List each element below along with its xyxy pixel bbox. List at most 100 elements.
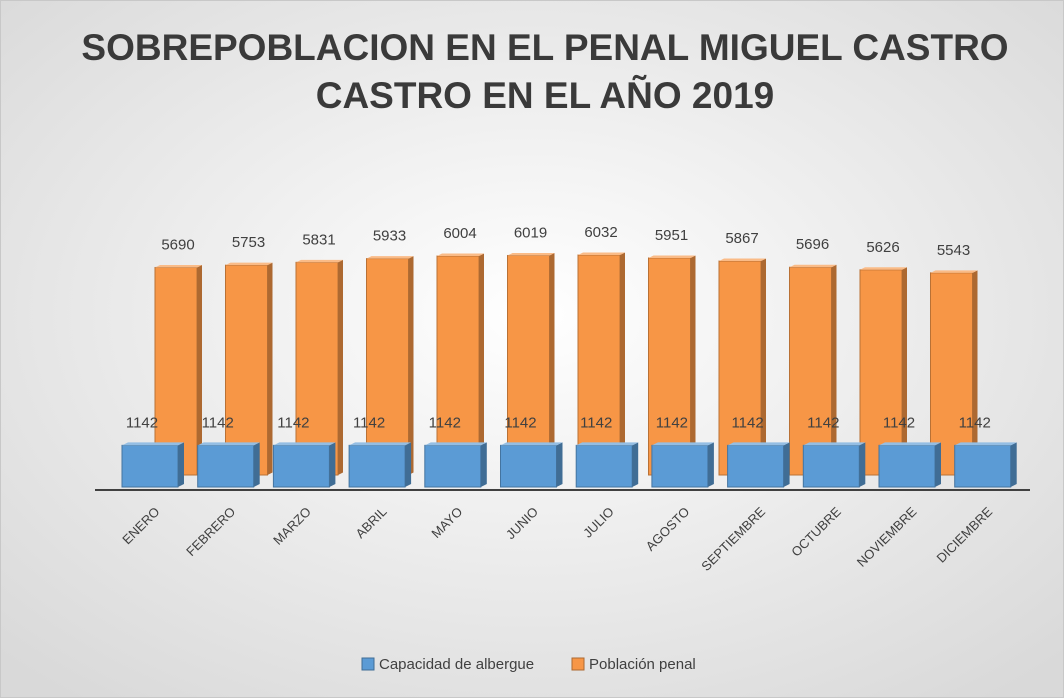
- bar-side: [253, 442, 260, 487]
- bar-side: [549, 252, 555, 475]
- bar: [424, 442, 487, 488]
- bar-top: [719, 258, 766, 262]
- bar-side: [935, 442, 941, 487]
- bar-side: [902, 267, 907, 475]
- data-label: 1142: [656, 414, 688, 431]
- bar-front: [348, 444, 406, 488]
- chart-title: SOBREPOBLACION EN EL PENAL MIGUEL CASTRO: [81, 27, 1008, 68]
- bar: [154, 264, 202, 476]
- bar-side: [479, 253, 484, 475]
- data-label: 1142: [959, 414, 991, 431]
- bar-side: [329, 442, 336, 487]
- bar: [789, 264, 837, 476]
- bar-side: [405, 442, 412, 487]
- bar: [930, 270, 978, 476]
- bar-top: [437, 253, 484, 257]
- bar: [366, 256, 414, 476]
- bar-front: [802, 444, 860, 488]
- bar-top: [576, 442, 639, 446]
- bar-front: [154, 266, 198, 476]
- bar: [954, 442, 1017, 488]
- bar-front: [930, 272, 973, 476]
- bar: [225, 262, 273, 476]
- data-label: 6019: [514, 224, 547, 241]
- bar-top: [122, 442, 184, 446]
- data-label: 1142: [807, 414, 839, 431]
- bar-side: [783, 442, 790, 487]
- bar-top: [296, 259, 343, 263]
- data-label: 1142: [883, 414, 915, 431]
- bar: [802, 442, 866, 488]
- bar-side: [178, 442, 184, 487]
- legend-label: Población penal: [589, 656, 696, 673]
- bar-top: [578, 252, 625, 255]
- data-label: 5626: [866, 239, 899, 256]
- bar-side: [972, 270, 978, 475]
- bar-side: [707, 442, 714, 487]
- bar: [507, 252, 555, 476]
- chart-title: CASTRO EN EL AÑO 2019: [316, 74, 775, 116]
- bar-front: [648, 257, 691, 476]
- legend-swatch: [361, 657, 375, 671]
- bar-front: [859, 269, 903, 476]
- data-label: 1142: [504, 414, 536, 431]
- bar: [577, 252, 625, 476]
- bar-front: [424, 444, 482, 488]
- bar-top: [727, 442, 790, 446]
- bar-top: [930, 270, 978, 273]
- data-label: 1142: [580, 414, 612, 431]
- bar-front: [197, 444, 255, 488]
- bar: [121, 442, 184, 488]
- data-label: 5933: [373, 228, 406, 245]
- bar-front: [436, 255, 480, 476]
- bar-side: [267, 262, 273, 475]
- bar-side: [197, 264, 202, 475]
- bar-top: [803, 442, 866, 446]
- bar-front: [718, 260, 762, 476]
- data-label: 5696: [796, 236, 829, 253]
- bar: [878, 442, 941, 488]
- back-row: [154, 252, 978, 476]
- bar: [859, 267, 907, 476]
- bar-top: [954, 442, 1017, 446]
- bar: [727, 442, 790, 488]
- bar-top: [789, 264, 837, 268]
- bar-top: [500, 442, 563, 446]
- bar-front: [651, 444, 709, 488]
- data-label: 1142: [277, 414, 309, 431]
- bar: [718, 258, 766, 476]
- bar-front: [121, 444, 179, 488]
- data-label: 1142: [202, 414, 234, 431]
- legend-label: Capacidad de albergue: [379, 656, 534, 673]
- bar-side: [690, 255, 696, 475]
- bar-side: [831, 264, 837, 475]
- bar-top: [651, 442, 714, 446]
- bar: [272, 442, 336, 488]
- bar-top: [225, 262, 273, 266]
- data-label: 5753: [232, 234, 265, 251]
- bar-top: [860, 267, 907, 270]
- bar-front: [575, 444, 633, 488]
- bar-front: [954, 444, 1012, 488]
- data-label: 1142: [731, 414, 763, 431]
- bar-front: [727, 444, 785, 488]
- legend: Capacidad de albergue Población penal: [361, 656, 696, 673]
- bar-top: [155, 264, 202, 268]
- data-label: 1142: [429, 414, 461, 431]
- bar-front: [366, 258, 409, 476]
- bar-side: [761, 258, 766, 475]
- bar-top: [648, 255, 696, 258]
- bar-top: [273, 442, 336, 446]
- bar-front: [577, 254, 621, 476]
- bar-side: [620, 252, 625, 475]
- bar-side: [1010, 442, 1017, 487]
- bar-front: [225, 264, 268, 476]
- bar-top: [197, 442, 260, 446]
- data-label: 6032: [584, 224, 617, 241]
- bar-top: [507, 252, 555, 256]
- bar-front: [272, 444, 330, 488]
- data-label: 5867: [725, 230, 758, 247]
- bar-top: [349, 442, 412, 446]
- data-label: 5543: [937, 242, 970, 259]
- bar-side: [338, 259, 343, 475]
